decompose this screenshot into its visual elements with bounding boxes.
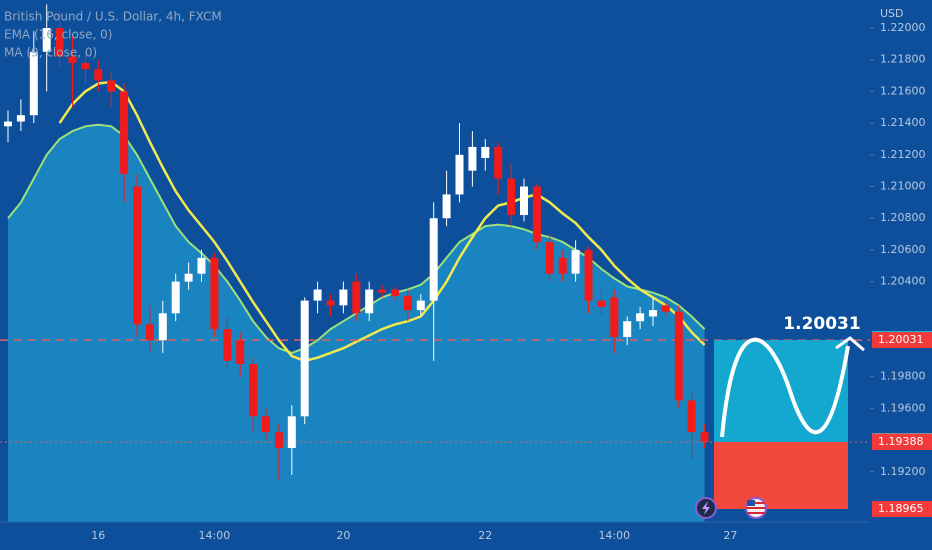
candle-body xyxy=(700,432,709,442)
chart-title: British Pound / U.S. Dollar, 4h, FXCM xyxy=(4,10,222,24)
candle-body xyxy=(210,257,219,330)
candle-body xyxy=(274,432,283,448)
x-tick-label: 14:00 xyxy=(598,529,630,542)
candle-body xyxy=(429,218,438,301)
candle-body xyxy=(520,186,528,216)
price-tag xyxy=(872,433,932,450)
plot xyxy=(0,4,870,522)
candle-body xyxy=(687,400,696,433)
candle-body xyxy=(403,295,412,311)
lightning-glyph xyxy=(702,501,710,515)
candle-body xyxy=(649,310,657,317)
target-annotation: 1.20031 xyxy=(783,314,860,334)
y-tick-label: 1.22000 xyxy=(880,21,926,34)
candle-body xyxy=(107,80,116,92)
candle-body xyxy=(545,241,554,274)
y-tick-label: 1.21600 xyxy=(880,84,926,97)
candle-body xyxy=(494,146,503,179)
candle-body xyxy=(378,289,387,293)
candle-body xyxy=(674,311,683,401)
candle-body xyxy=(236,340,245,365)
y-tick-label: 1.20800 xyxy=(880,211,926,224)
candle-body xyxy=(68,56,77,63)
candle-body xyxy=(339,289,348,306)
candle-body xyxy=(133,186,141,325)
y-tick-label: 1.19600 xyxy=(880,401,926,414)
candle-body xyxy=(352,281,361,314)
candle-body xyxy=(42,28,51,52)
candle-body xyxy=(300,300,309,417)
indicator-label: MA (9, close, 0) xyxy=(4,46,97,60)
candle-body xyxy=(416,300,425,311)
candle-body xyxy=(287,416,296,448)
profit-zone xyxy=(714,340,848,442)
candle-body xyxy=(661,305,670,312)
arrow-head xyxy=(835,336,865,352)
candle-body xyxy=(365,289,374,314)
x-tick-label: 16 xyxy=(91,529,105,542)
candle-body xyxy=(532,186,541,242)
candle-body xyxy=(326,300,335,306)
ema-line xyxy=(58,80,706,363)
y-tick-label: 1.20600 xyxy=(880,243,926,256)
candle-body xyxy=(507,178,516,216)
candle-body xyxy=(184,273,193,282)
candle-body xyxy=(455,154,464,195)
x-tick-label: 20 xyxy=(336,529,350,542)
candle-body xyxy=(558,257,567,274)
y-tick-label: 1.19800 xyxy=(880,370,926,383)
forecast-arrow xyxy=(720,337,850,438)
candle-body xyxy=(158,313,167,341)
price-tag-label: 1.19388 xyxy=(878,435,924,448)
x-tick-label: 14:00 xyxy=(199,529,231,542)
candle-body xyxy=(223,329,232,361)
loss-zone xyxy=(714,441,848,510)
candle-body xyxy=(145,324,154,341)
candle-body xyxy=(16,115,25,122)
candle-body xyxy=(94,69,103,81)
candle-body xyxy=(597,300,606,307)
y-tick-label: 1.21200 xyxy=(880,148,926,161)
currency-label: USD xyxy=(880,7,904,20)
y-tick-label: 1.21000 xyxy=(880,180,926,193)
y-tick-label: 1.21400 xyxy=(880,116,926,129)
candle-body xyxy=(262,416,270,433)
candle-body xyxy=(81,62,90,70)
candle-body xyxy=(623,321,632,338)
candle-body xyxy=(29,51,38,116)
price-tag-label: 1.18965 xyxy=(878,502,924,515)
price-tag-label: 1.20031 xyxy=(878,333,924,346)
candle-body xyxy=(442,194,451,219)
candle-body xyxy=(481,146,490,158)
y-tick-label: 1.19200 xyxy=(880,465,926,478)
indicator-label: EMA (16, close, 0) xyxy=(4,28,112,42)
candle-body xyxy=(468,146,477,171)
price-tag xyxy=(872,501,932,518)
candle-body xyxy=(4,121,12,127)
candle-body xyxy=(391,289,399,296)
candle-body xyxy=(171,281,180,314)
candle-body xyxy=(55,28,64,57)
candle-body xyxy=(636,313,645,322)
flag-canton xyxy=(747,500,755,506)
ma-area xyxy=(8,124,705,522)
candle-body xyxy=(610,297,619,338)
candle-body xyxy=(120,91,129,174)
candle-body xyxy=(313,289,322,301)
x-tick-label: 22 xyxy=(478,529,492,542)
candle-body xyxy=(584,249,593,301)
price-tag xyxy=(872,332,932,349)
icons xyxy=(695,497,767,519)
candle-body xyxy=(249,364,258,417)
candle-body xyxy=(197,257,206,274)
y-tick-label: 1.20400 xyxy=(880,275,926,288)
candle-body xyxy=(571,249,580,274)
x-tick-label: 27 xyxy=(723,529,737,542)
y-tick-label: 1.21800 xyxy=(880,53,926,66)
